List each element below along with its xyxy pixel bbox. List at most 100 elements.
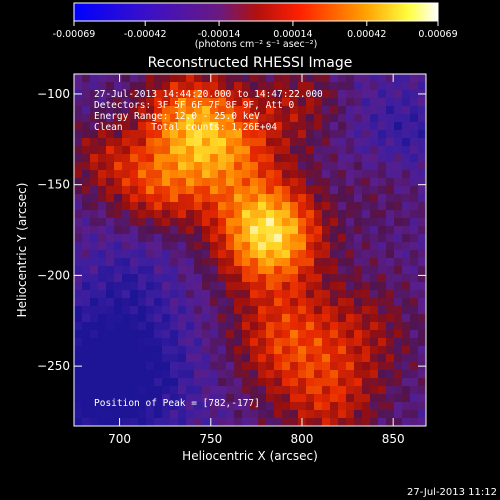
- heatmap-cell: [226, 266, 235, 275]
- heatmap-cell: [170, 202, 179, 211]
- heatmap-cell: [122, 346, 131, 355]
- heatmap-cell: [354, 146, 363, 155]
- heatmap-cell: [194, 234, 203, 243]
- heatmap-cell: [298, 146, 307, 155]
- heatmap-cell: [418, 290, 426, 299]
- heatmap-cell: [106, 154, 115, 163]
- heatmap-cell: [138, 210, 147, 219]
- heatmap-cell: [194, 346, 203, 355]
- heatmap-cell: [274, 370, 283, 379]
- heatmap-cell: [394, 290, 403, 299]
- heatmap-cell: [162, 330, 171, 339]
- heatmap-cell: [330, 418, 339, 426]
- heatmap-cell: [138, 218, 147, 227]
- heatmap-cell: [418, 354, 426, 363]
- heatmap-cell: [338, 226, 347, 235]
- heatmap-cell: [258, 162, 267, 171]
- heatmap-cell: [394, 194, 403, 203]
- heatmap-cell: [314, 402, 323, 411]
- heatmap-cell: [250, 378, 259, 387]
- heatmap-cell: [386, 162, 395, 171]
- heatmap-cell: [322, 274, 331, 283]
- heatmap-cell: [306, 370, 315, 379]
- heatmap-cell: [194, 362, 203, 371]
- heatmap-cell: [170, 210, 179, 219]
- heatmap-cell: [370, 162, 379, 171]
- heatmap-cell: [418, 114, 426, 123]
- heatmap-cell: [418, 338, 426, 347]
- heatmap-cell: [322, 130, 331, 139]
- heatmap-cell: [418, 226, 426, 235]
- heatmap-cell: [146, 338, 155, 347]
- heatmap-cell: [346, 378, 355, 387]
- heatmap-cell: [306, 418, 315, 426]
- heatmap-cell: [218, 218, 227, 227]
- heatmap-cell: [266, 362, 275, 371]
- heatmap-cell: [266, 74, 275, 83]
- heatmap-cell: [346, 226, 355, 235]
- heatmap-cell: [114, 394, 123, 403]
- heatmap-cell: [418, 162, 426, 171]
- heatmap-cell: [274, 322, 283, 331]
- heatmap-cell: [74, 258, 83, 267]
- x-tick-label: 700: [108, 432, 131, 446]
- heatmap-cell: [146, 74, 155, 83]
- heatmap-cell: [90, 226, 99, 235]
- heatmap-cell: [186, 282, 195, 291]
- heatmap-cell: [354, 218, 363, 227]
- heatmap-cell: [282, 402, 291, 411]
- heatmap-cell: [106, 138, 115, 147]
- heatmap-cell: [178, 282, 187, 291]
- heatmap-cell: [258, 410, 267, 419]
- heatmap-cell: [370, 218, 379, 227]
- heatmap-cell: [162, 306, 171, 315]
- heatmap-cell: [226, 274, 235, 283]
- heatmap-cell: [122, 306, 131, 315]
- heatmap-cell: [314, 146, 323, 155]
- heatmap-cell: [162, 266, 171, 275]
- heatmap-cell: [274, 290, 283, 299]
- heatmap-cell: [338, 82, 347, 91]
- heatmap-cell: [298, 338, 307, 347]
- heatmap-cell: [186, 162, 195, 171]
- heatmap-cell: [402, 130, 411, 139]
- heatmap-cell: [250, 154, 259, 163]
- heatmap-cell: [178, 402, 187, 411]
- heatmap-cell: [330, 346, 339, 355]
- heatmap-cell: [170, 250, 179, 259]
- heatmap-cell: [258, 402, 267, 411]
- heatmap-cell: [266, 298, 275, 307]
- heatmap-cell: [418, 402, 426, 411]
- heatmap-cell: [226, 418, 235, 426]
- heatmap-cell: [266, 338, 275, 347]
- heatmap-cell: [226, 186, 235, 195]
- heatmap-cell: [386, 346, 395, 355]
- heatmap-cell: [162, 194, 171, 203]
- heatmap-cell: [234, 330, 243, 339]
- heatmap-cell: [274, 146, 283, 155]
- heatmap-cell: [322, 394, 331, 403]
- heatmap-cell: [306, 114, 315, 123]
- heatmap-cell: [386, 314, 395, 323]
- heatmap-cell: [290, 322, 299, 331]
- heatmap-cell: [146, 386, 155, 395]
- heatmap-cell: [130, 418, 139, 426]
- heatmap-cell: [290, 386, 299, 395]
- heatmap-cell: [130, 314, 139, 323]
- heatmap-cell: [106, 234, 115, 243]
- heatmap-cell: [122, 178, 131, 187]
- heatmap-cell: [194, 146, 203, 155]
- heatmap-cell: [346, 362, 355, 371]
- heatmap-cell: [114, 290, 123, 299]
- heatmap-cell: [106, 274, 115, 283]
- heatmap-cell: [338, 194, 347, 203]
- heatmap-cell: [186, 258, 195, 267]
- heatmap-cell: [154, 402, 163, 411]
- heatmap-cell: [106, 162, 115, 171]
- heatmap-cell: [258, 154, 267, 163]
- heatmap-cell: [90, 330, 99, 339]
- heatmap-cell: [146, 330, 155, 339]
- heatmap-cell: [394, 346, 403, 355]
- heatmap-cell: [274, 418, 283, 426]
- heatmap-cell: [218, 178, 227, 187]
